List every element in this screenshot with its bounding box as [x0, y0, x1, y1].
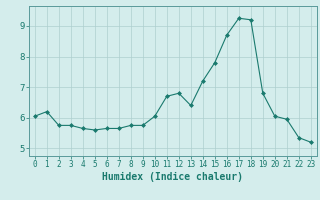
X-axis label: Humidex (Indice chaleur): Humidex (Indice chaleur) [102, 172, 243, 182]
